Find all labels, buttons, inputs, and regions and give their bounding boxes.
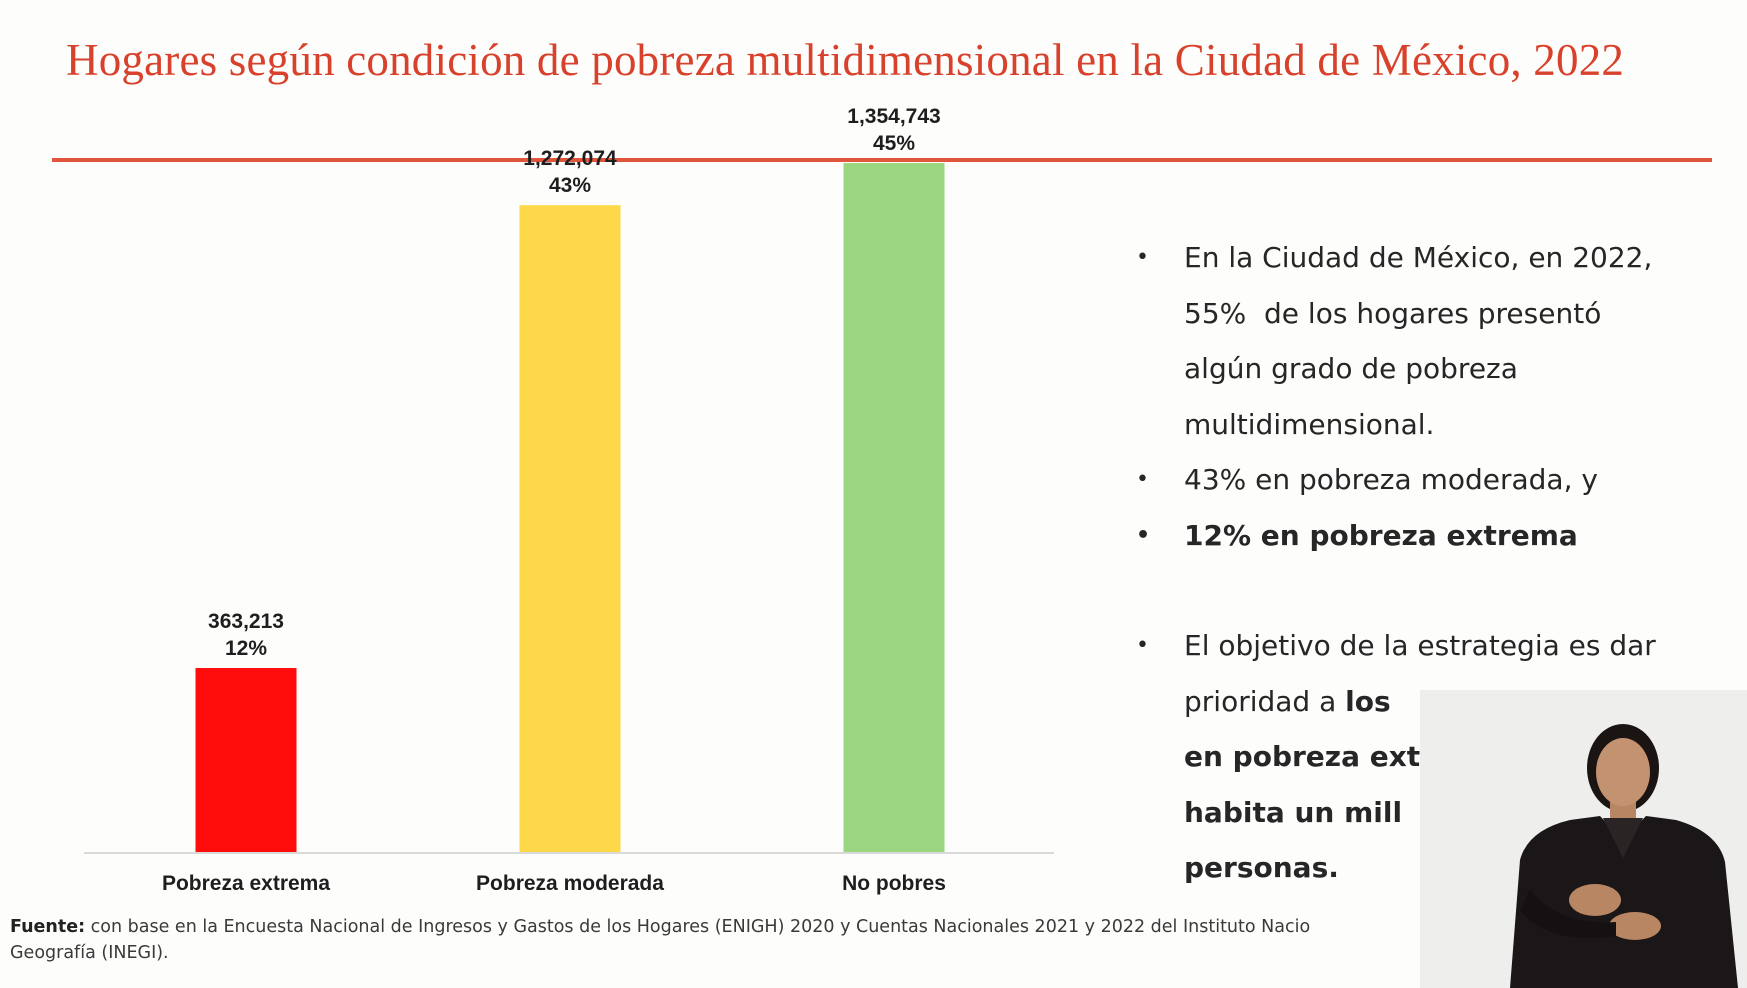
source-note: Fuente: con base en la Encuesta Nacional… xyxy=(10,914,1430,966)
bullet-1-line-4: multidimensional. xyxy=(1184,407,1435,441)
bullet-1-line-1: En la Ciudad de México, en 2022, xyxy=(1184,241,1653,274)
bullet-4-line-2: prioridad a los xyxy=(1184,674,1720,730)
source-text: con base en la Encuesta Nacional de Ingr… xyxy=(85,917,1311,937)
category-label-3: No pobres xyxy=(842,872,946,895)
bullet-item-2: • 43% en pobreza moderada, y xyxy=(1130,452,1720,508)
bullet-1-line-3: algún grado de pobreza xyxy=(1184,352,1518,385)
data-label-percent-2: 43% xyxy=(549,174,591,197)
bullet-1-line-2: 55% de los hogares presentó xyxy=(1184,296,1602,330)
data-label-percent-1: 12% xyxy=(225,637,267,660)
bullet-item-3: • 12% en pobreza extrema xyxy=(1130,508,1720,564)
data-label-value-1: 363,213 xyxy=(208,610,284,633)
source-label: Fuente: xyxy=(10,917,86,937)
interpreter-figure xyxy=(1420,690,1747,988)
bullet-dot-icon: • xyxy=(1136,522,1151,548)
bullet-4-line-5: personas. xyxy=(1184,851,1339,884)
bullet-item-1: • En la Ciudad de México, en 2022, 55% d… xyxy=(1130,230,1720,452)
bullet-4-line-2-bold: los xyxy=(1345,684,1391,718)
bullet-4-line-3: en pobreza ext xyxy=(1184,740,1421,773)
bar-3 xyxy=(843,163,945,854)
bullet-dot-icon: • xyxy=(1136,245,1149,270)
bullet-item-4: • El objetivo de la estrategia es dar pr… xyxy=(1130,618,1720,896)
slide-title: Hogares según condición de pobreza multi… xyxy=(66,35,1625,85)
category-label-2: Pobreza moderada xyxy=(476,872,664,895)
data-label-percent-3: 45% xyxy=(873,132,915,155)
category-label-1: Pobreza extrema xyxy=(162,872,330,895)
bullet-dot-icon: • xyxy=(1136,633,1149,658)
bullet-dot-icon: • xyxy=(1136,467,1149,492)
bullet-2-text: 43% en pobreza moderada, y xyxy=(1184,463,1598,496)
bullet-4-line-4: habita un mill xyxy=(1184,795,1403,829)
sign-language-interpreter-video xyxy=(1420,690,1747,988)
source-text-line-2: Geografía (INEGI). xyxy=(10,943,169,963)
data-label-value-2: 1,272,074 xyxy=(523,147,617,170)
bullet-3-text: 12% en pobreza extrema xyxy=(1184,518,1578,552)
bullet-4-line-1: El objetivo de la estrategia es dar xyxy=(1184,629,1656,662)
bar-2 xyxy=(519,205,621,853)
bar-1 xyxy=(195,668,297,853)
data-label-value-3: 1,354,743 xyxy=(847,105,940,128)
bullet-4-line-2-start: prioridad a xyxy=(1184,684,1346,718)
title-divider xyxy=(52,158,1712,162)
bullet-list: • En la Ciudad de México, en 2022, 55% d… xyxy=(1130,230,1720,896)
